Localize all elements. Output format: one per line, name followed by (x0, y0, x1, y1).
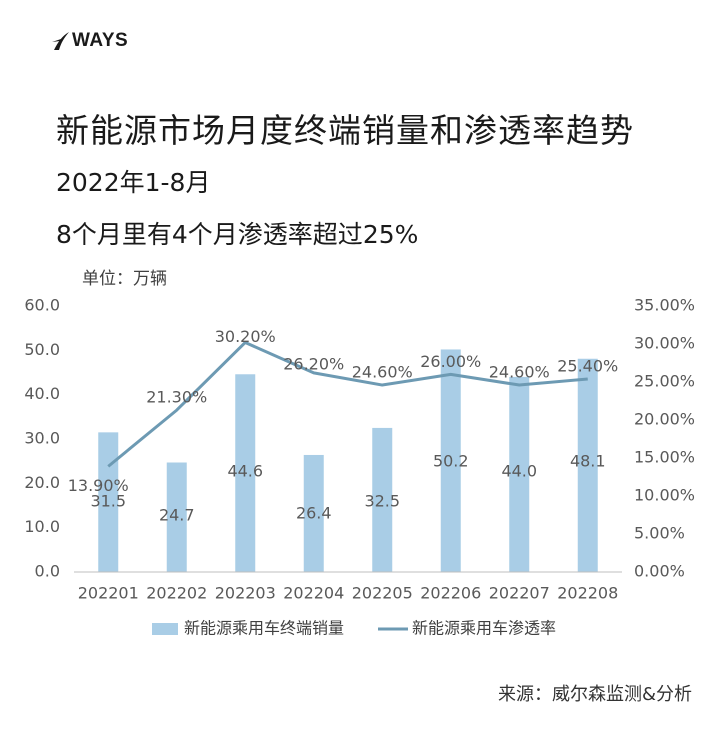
line-value-label: 24.60% (489, 363, 550, 382)
line-value-label: 30.20% (215, 327, 276, 346)
left-tick-label: 30.0 (24, 429, 60, 448)
category-label: 202203 (215, 584, 276, 603)
line-value-label: 13.90% (68, 476, 129, 495)
bar (235, 374, 256, 572)
right-tick-label: 25.00% (634, 372, 695, 391)
chart-subtitle: 2022年1-8月 (56, 168, 211, 197)
legend-bar-label: 新能源乘用车终端销量 (184, 619, 344, 638)
bar-value-label: 24.7 (159, 506, 195, 525)
bar (166, 462, 187, 572)
line-value-label: 26.00% (420, 352, 481, 371)
category-label: 202201 (78, 584, 139, 603)
right-tick-label: 0.00% (634, 562, 685, 581)
left-tick-label: 40.0 (24, 384, 60, 403)
right-tick-label: 30.00% (634, 334, 695, 353)
left-tick-label: 50.0 (24, 340, 60, 359)
category-label: 202208 (557, 584, 618, 603)
left-tick-label: 20.0 (24, 473, 60, 492)
category-label: 202205 (352, 584, 413, 603)
line-value-label: 24.60% (352, 363, 413, 382)
bar-value-label: 50.2 (433, 452, 469, 471)
right-tick-label: 35.00% (634, 296, 695, 315)
left-tick-label: 0.0 (35, 562, 60, 581)
bar-value-label: 44.6 (227, 462, 263, 481)
legend-line-label: 新能源乘用车渗透率 (412, 619, 556, 638)
category-label: 202204 (283, 584, 344, 603)
left-tick-label: 10.0 (24, 517, 60, 536)
category-label: 202202 (146, 584, 207, 603)
chart-note: 8个月里有4个月渗透率超过25% (56, 220, 419, 249)
brand-name: WAYS (72, 30, 129, 51)
bar (372, 427, 393, 572)
bar-value-label: 32.5 (364, 492, 400, 511)
right-tick-label: 20.00% (634, 410, 695, 429)
legend-bar-swatch (152, 623, 178, 635)
right-tick-label: 15.00% (634, 448, 695, 467)
bar-value-label: 44.0 (501, 462, 537, 481)
category-label: 202206 (420, 584, 481, 603)
category-label: 202207 (489, 584, 550, 603)
unit-label: 单位：万辆 (82, 269, 167, 289)
bar-value-label: 48.1 (570, 452, 606, 471)
bar (303, 454, 324, 572)
bar (98, 432, 119, 572)
source-note: 来源：威尔森监测&分析 (497, 684, 692, 705)
ways-swoosh-icon (52, 32, 69, 50)
chart-title: 新能源市场月度终端销量和渗透率趋势 (56, 111, 634, 150)
right-tick-label: 10.00% (634, 486, 695, 505)
bar (509, 376, 530, 572)
brand-logo: WAYS (52, 30, 128, 52)
line-value-label: 21.30% (146, 388, 207, 407)
line-value-label: 26.20% (283, 354, 344, 373)
left-tick-label: 60.0 (24, 296, 60, 315)
bar (577, 358, 598, 572)
bar-value-label: 26.4 (296, 504, 332, 523)
bar-value-label: 31.5 (90, 492, 126, 511)
bar (440, 349, 461, 572)
line-value-label: 25.40% (557, 356, 618, 375)
right-tick-label: 5.00% (634, 524, 685, 543)
penetration-line (107, 340, 588, 468)
